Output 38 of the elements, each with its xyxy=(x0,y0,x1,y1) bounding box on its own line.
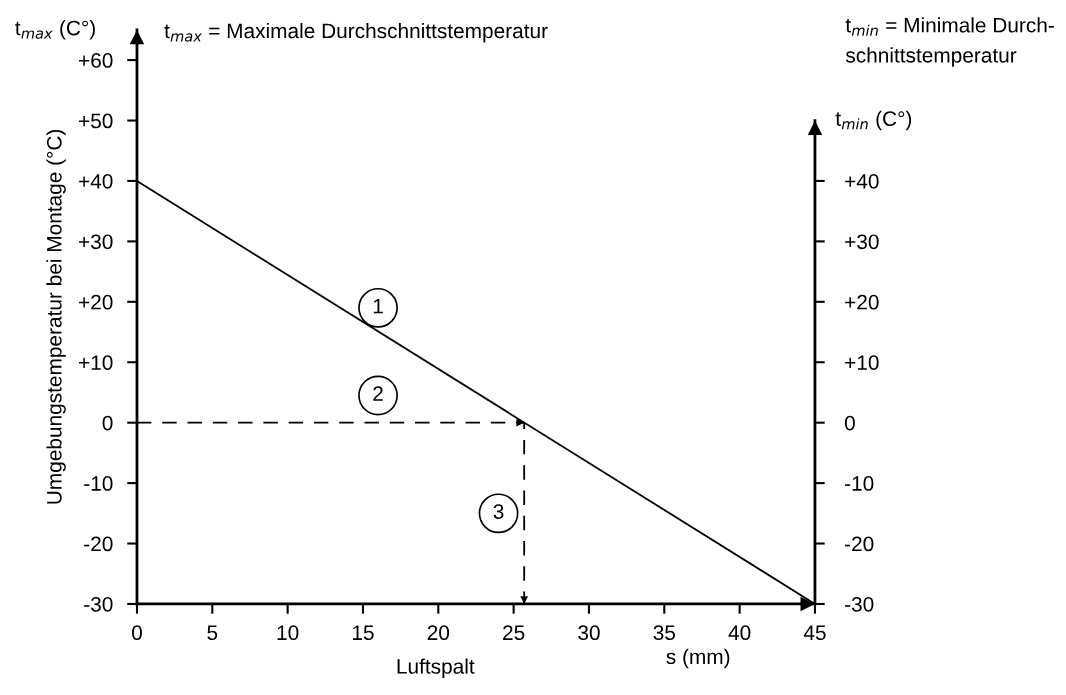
y-tick-label: -30 xyxy=(84,596,113,612)
x-tick-label: 35 xyxy=(653,625,676,641)
x-tick-label: 30 xyxy=(578,625,600,641)
x-tick-label: 0 xyxy=(132,625,142,641)
y2-tick-label: +30 xyxy=(845,234,879,250)
text: t$_{min}$ = Minimale Durch- schnittstemperatur xyxy=(845,17,1054,67)
x-tick-label: 45 xyxy=(803,625,826,641)
y-tick-label: +40 xyxy=(79,173,113,189)
y2-axis-title: t$_{min}$ (C°) xyxy=(835,110,912,131)
annotation: t$_{max}$ = Maximale Durchschnittstemperatur xyxy=(164,22,548,43)
y-tick-label: -10 xyxy=(84,476,113,491)
annotation: 1 xyxy=(373,298,383,314)
y2-tick-label: +20 xyxy=(845,294,879,310)
y-tick-label: +20 xyxy=(79,294,113,310)
x-tick-label: 40 xyxy=(728,625,751,641)
y-axis-title: Umgebungstemperatur bei Montage (°C) xyxy=(46,129,66,504)
annotation: 2 xyxy=(373,386,383,401)
y-tick-label: -20 xyxy=(84,536,113,552)
y2-tick-label: -10 xyxy=(845,476,874,491)
y-tick-label: +10 xyxy=(79,355,113,370)
y-tick-label: +50 xyxy=(79,113,113,129)
y2-tick-label: +10 xyxy=(845,355,879,370)
y-tick-label: 0 xyxy=(102,415,113,431)
y2-tick-label: 0 xyxy=(844,415,855,431)
y-tick-label: +60 xyxy=(79,53,113,68)
x-tick-label: 25 xyxy=(503,625,525,641)
text: s (mm) xyxy=(666,648,730,669)
y2-tick-label: -20 xyxy=(845,536,874,552)
x-tick-label: 5 xyxy=(207,625,218,641)
x-tick-label: 10 xyxy=(277,625,299,641)
y2-tick-label: -30 xyxy=(845,596,874,612)
x-tick-label: 20 xyxy=(427,625,450,641)
text: t$_{max}$ (C°) xyxy=(15,20,95,40)
y2-tick-label: +40 xyxy=(845,173,879,189)
y-tick-label: +30 xyxy=(79,234,113,250)
annotation: 3 xyxy=(493,504,504,519)
x-tick-label: 15 xyxy=(352,625,374,641)
x-axis-title: Luftspalt xyxy=(397,658,475,678)
